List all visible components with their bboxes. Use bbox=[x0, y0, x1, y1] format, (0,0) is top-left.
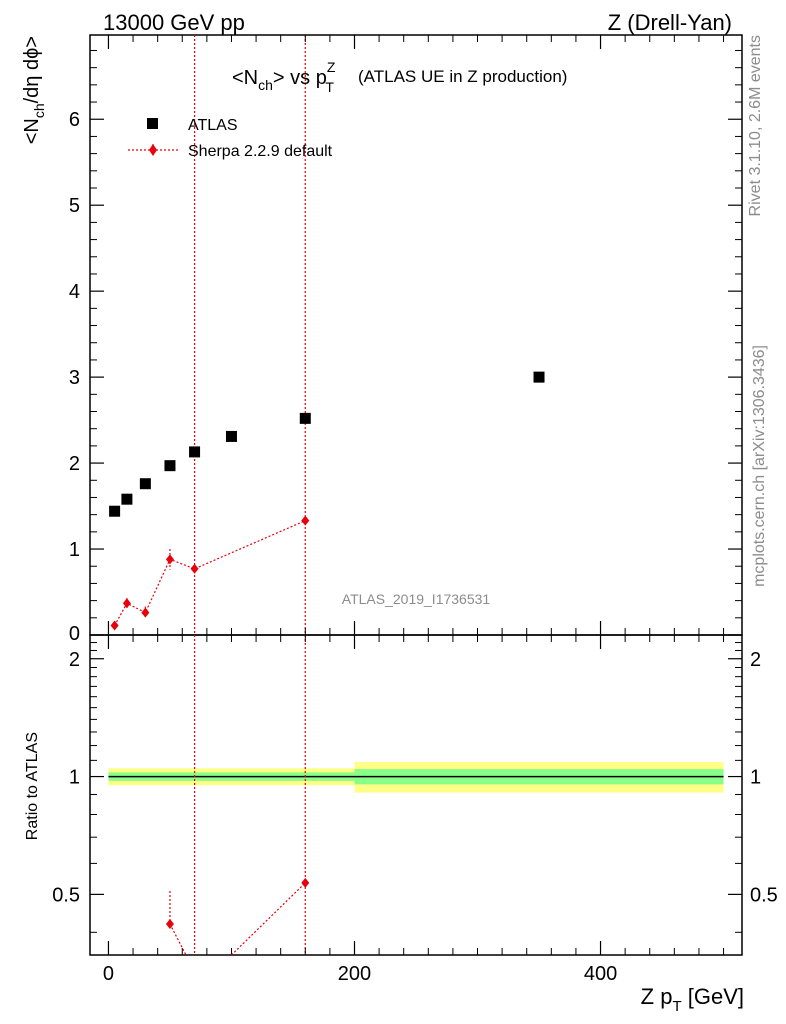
ratio-ytick-label-left: 0.5 bbox=[52, 884, 80, 906]
ratio-sherpa-series bbox=[165, 877, 310, 956]
main-ytick-label: 3 bbox=[69, 367, 80, 389]
ratio-ytick-label-right: 0.5 bbox=[750, 884, 778, 906]
main-ytick-label: 4 bbox=[69, 281, 80, 303]
analysis-watermark: ATLAS_2019_I1736531 bbox=[342, 591, 491, 607]
ratio-axis-ticks: 0.5 0.5 1 1 2 2 bbox=[52, 642, 778, 933]
bin-boundary-lines bbox=[193, 35, 306, 955]
legend-atlas-marker bbox=[147, 118, 158, 129]
sherpa-point bbox=[110, 620, 119, 631]
legend: ATLAS Sherpa 2.2.9 default bbox=[128, 117, 333, 160]
x-tick-label: 400 bbox=[584, 963, 617, 985]
ratio-y-axis-label: Ratio to ATLAS bbox=[24, 732, 41, 840]
plot-title: <Nch> vs pZ T bbox=[232, 59, 336, 95]
rivet-version-label: Rivet 3.1.10, 2.6M events bbox=[747, 35, 764, 216]
ratio-ytick-label-left: 2 bbox=[69, 649, 80, 671]
atlas-point bbox=[121, 493, 133, 505]
legend-sherpa-label: Sherpa 2.2.9 default bbox=[188, 143, 333, 160]
sherpa-line bbox=[114, 520, 306, 626]
main-axis-ticks: 0 1 2 3 4 5 6 bbox=[69, 49, 742, 645]
ratio-plot-frame bbox=[89, 634, 743, 956]
atlas-point bbox=[533, 371, 545, 383]
process-label: Z (Drell-Yan) bbox=[608, 10, 732, 35]
x-axis-ticks: 0 200 400 bbox=[103, 35, 725, 985]
main-ytick-label: 2 bbox=[69, 453, 80, 475]
ratio-sherpa-point bbox=[301, 877, 310, 888]
x-tick-label: 200 bbox=[338, 963, 371, 985]
legend-sherpa-marker bbox=[149, 144, 157, 156]
sherpa-point bbox=[122, 598, 131, 609]
sherpa-point bbox=[165, 554, 174, 565]
ratio-sherpa-line bbox=[231, 882, 306, 956]
atlas-point bbox=[109, 505, 121, 517]
ratio-sherpa-point bbox=[165, 919, 174, 930]
sherpa-point bbox=[141, 607, 150, 618]
atlas-point bbox=[299, 412, 311, 424]
ratio-sherpa-line bbox=[169, 923, 187, 956]
main-y-axis-label: <Nch/dη dϕ> bbox=[21, 36, 47, 144]
mcplots-label: mcplots.cern.ch [arXiv:1306.3436] bbox=[751, 345, 768, 587]
energy-label: 13000 GeV pp bbox=[103, 10, 245, 35]
atlas-point bbox=[164, 460, 176, 472]
main-ytick-label: 0 bbox=[69, 623, 80, 645]
main-ytick-label: 6 bbox=[69, 109, 80, 131]
ratio-ytick-label-right: 1 bbox=[750, 767, 761, 789]
ratio-ytick-label-left: 1 bbox=[69, 767, 80, 789]
ratio-uncertainty-bands bbox=[108, 761, 724, 793]
atlas-point bbox=[225, 430, 237, 442]
x-axis-label: Z pT [GeV] bbox=[641, 984, 744, 1015]
legend-atlas-label: ATLAS bbox=[188, 117, 238, 134]
main-ytick-label: 5 bbox=[69, 195, 80, 217]
plot-subtitle: (ATLAS UE in Z production) bbox=[358, 67, 567, 86]
sherpa-series bbox=[110, 515, 310, 631]
atlas-series bbox=[109, 371, 545, 517]
ratio-ytick-label-right: 2 bbox=[750, 649, 761, 671]
x-tick-label: 0 bbox=[103, 963, 114, 985]
atlas-point bbox=[139, 478, 151, 490]
main-ytick-label: 1 bbox=[69, 539, 80, 561]
sherpa-point bbox=[190, 563, 199, 574]
atlas-point bbox=[189, 446, 201, 458]
sherpa-point bbox=[301, 515, 310, 526]
